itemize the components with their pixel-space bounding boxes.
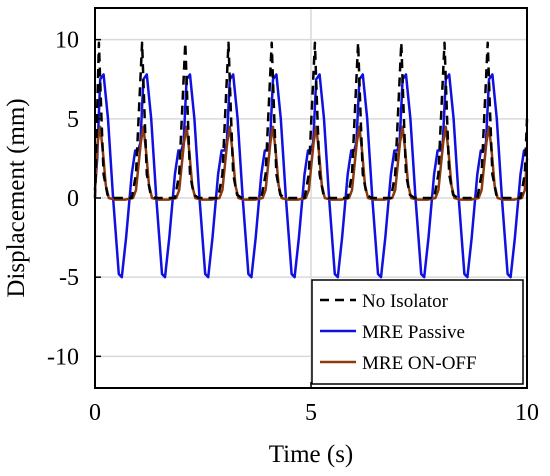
y-tick-label: 10 [55,28,79,54]
y-axis-label: Displacement (mm) [3,98,30,297]
y-tick-label: -10 [47,344,79,370]
y-tick-label: -5 [59,265,79,291]
series-no-isolator [93,41,529,200]
legend-label: MRE Passive [362,322,465,343]
x-axis-label: Time (s) [269,441,354,468]
series-layer [93,41,529,279]
y-axis-ticks: 10 5 0 -5 -10 [47,28,101,370]
legend-label: No Isolator [362,291,449,312]
x-axis-ticks: 0 5 10 [89,382,539,426]
x-tick-label: 10 [515,400,539,426]
legend: No Isolator MRE Passive MRE ON-OFF [311,279,524,385]
x-tick-label: 0 [89,400,101,426]
y-tick-label: 5 [67,107,79,133]
legend-label: MRE ON-OFF [362,353,477,374]
y-tick-label: 0 [67,186,79,212]
x-tick-label: 5 [305,400,317,426]
